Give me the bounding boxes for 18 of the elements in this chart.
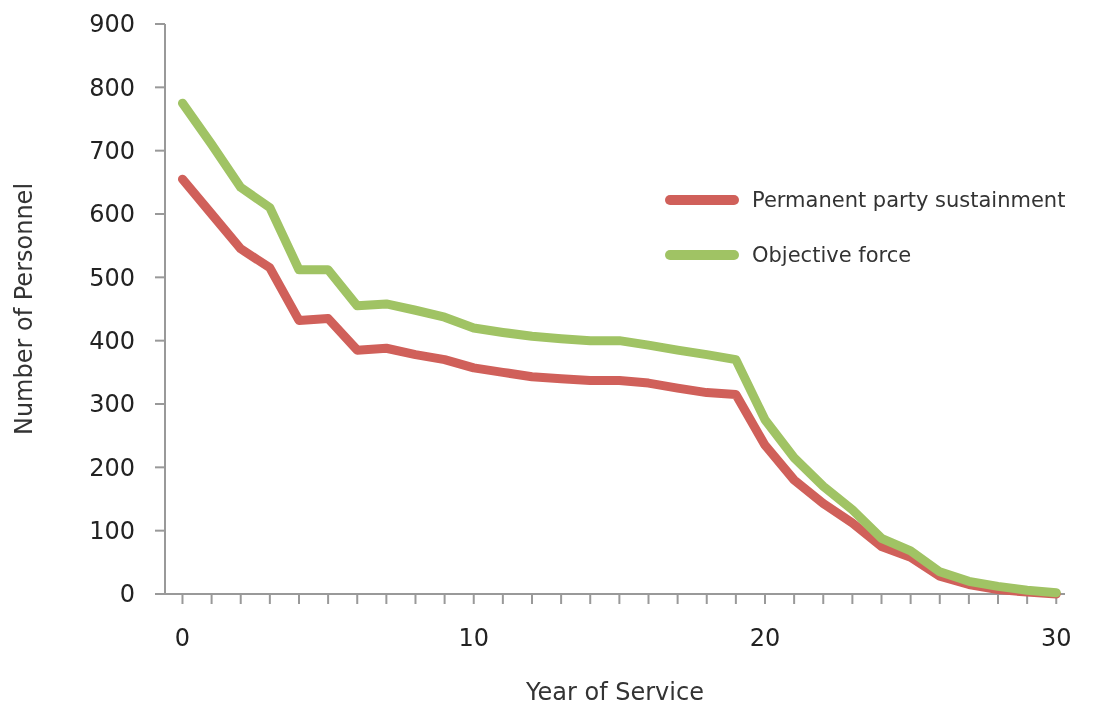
y-tick-label: 200	[89, 453, 135, 482]
x-tick-label: 30	[1040, 624, 1072, 652]
x-tick-label: 0	[174, 624, 191, 652]
legend-label: Objective force	[752, 243, 912, 268]
legend-label: Permanent party sustainment	[752, 188, 1066, 213]
y-tick-label: 0	[119, 580, 135, 609]
y-tick-label: 100	[89, 517, 135, 546]
y-tick-label: 600	[89, 200, 135, 229]
x-axis-title: Year of Service	[525, 678, 704, 704]
y-tick-label: 500	[89, 263, 135, 292]
y-tick-label: 800	[89, 73, 135, 102]
x-tick-label: 20	[749, 624, 781, 652]
y-tick-label: 700	[89, 137, 135, 166]
x-tick-label: 10	[458, 624, 490, 652]
y-tick-label: 900	[89, 10, 135, 39]
y-tick-label: 300	[89, 390, 135, 419]
y-axis-title: Number of Personnel	[10, 182, 38, 436]
y-tick-label: 400	[89, 327, 135, 356]
